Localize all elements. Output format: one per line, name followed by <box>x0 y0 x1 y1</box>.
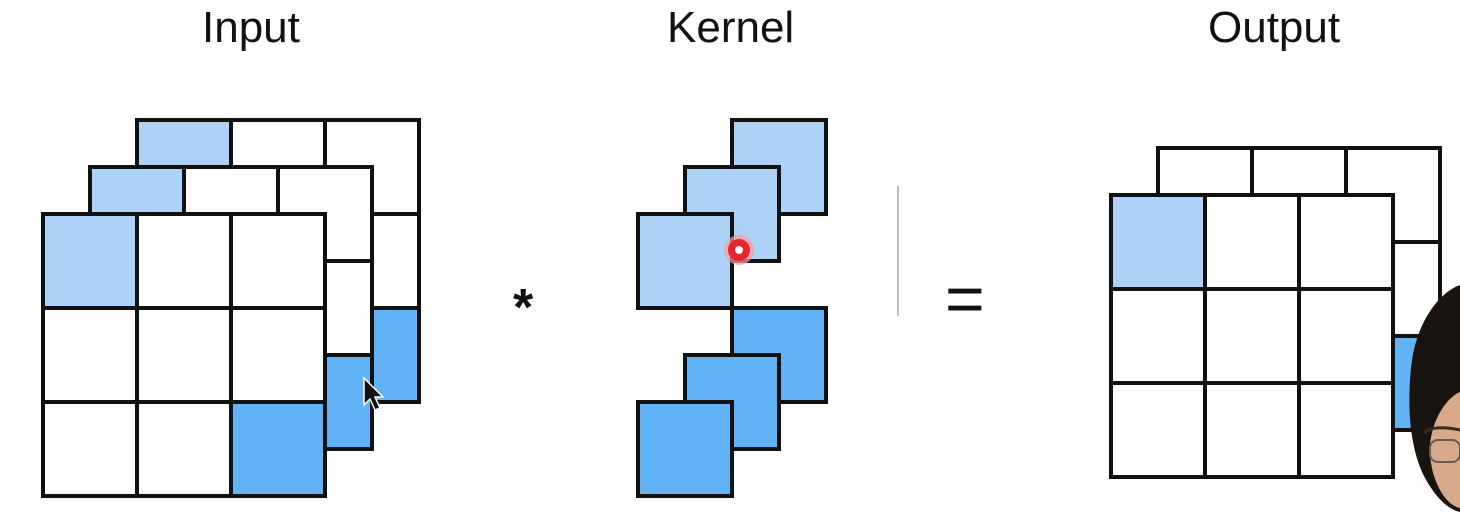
mouse-pointer-icon <box>363 376 385 411</box>
equals-operator: = <box>945 261 985 337</box>
input-title: Input <box>202 3 300 52</box>
kernel-title: Kernel <box>667 3 795 52</box>
output-title: Output <box>1208 3 1341 52</box>
output-layer-front <box>1109 193 1395 479</box>
convolution-operator: * <box>513 279 534 337</box>
kernel-stack-dark <box>636 306 828 498</box>
laser-pointer-dot <box>724 235 754 265</box>
kernel-stack-light <box>636 118 828 310</box>
presenter-video-overlay <box>1409 285 1460 512</box>
input-layer-front <box>41 212 327 498</box>
